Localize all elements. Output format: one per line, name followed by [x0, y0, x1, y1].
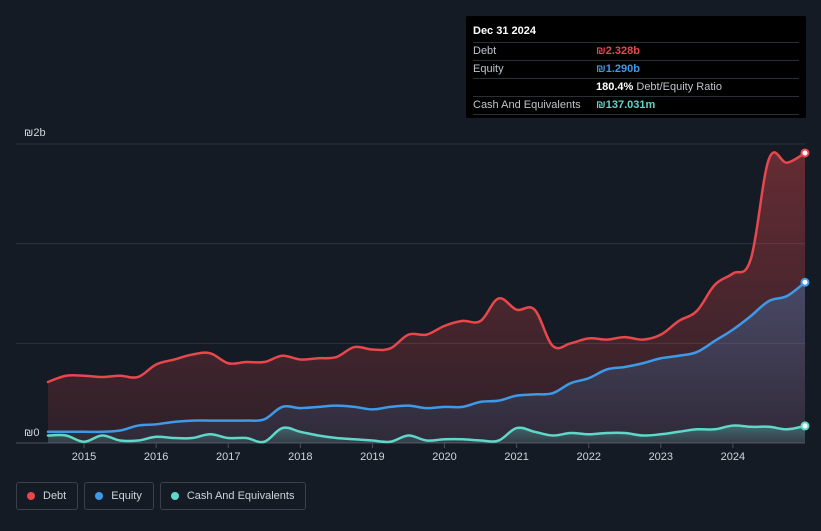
- tooltip-date: Dec 31 2024: [473, 23, 799, 43]
- x-tick-label: 2015: [72, 451, 96, 463]
- x-tick-label: 2020: [432, 451, 456, 463]
- tooltip-panel: Dec 31 2024 Debt ₪2.328b Equity ₪1.290b …: [466, 16, 806, 118]
- y-tick-label: ₪0: [24, 427, 39, 439]
- end-marker-debt[interactable]: [800, 148, 810, 158]
- y-tick-label: ₪2b: [24, 127, 46, 139]
- series-line-equity: [46, 281, 807, 434]
- cash-dot-icon: [170, 492, 179, 500]
- tooltip-value-equity: ₪1.290b: [596, 63, 640, 75]
- legend-item-equity[interactable]: Equity: [84, 482, 154, 510]
- legend-label-debt: Debt: [43, 490, 67, 502]
- tooltip-label-cash: Cash And Equivalents: [473, 99, 581, 111]
- x-tick-label: 2024: [721, 451, 745, 463]
- x-tick-label: 2021: [504, 451, 528, 463]
- debt-dot-icon: [27, 492, 35, 500]
- legend-item-cash[interactable]: Cash And Equivalents: [159, 482, 307, 510]
- x-tick-label: 2017: [216, 451, 240, 463]
- end-marker-cash[interactable]: [800, 421, 810, 431]
- tooltip-row-debt: Debt ₪2.328b: [473, 43, 799, 61]
- ratio-number: 180.4%: [596, 81, 634, 93]
- x-tick-label: 2016: [144, 451, 168, 463]
- x-tick-label: 2019: [360, 451, 384, 463]
- series-line-cash: [46, 424, 807, 444]
- tooltip-value-cash: ₪137.031m: [596, 99, 656, 111]
- x-tick-label: 2018: [288, 451, 312, 463]
- chart-legend: Debt Equity Cash And Equivalents: [16, 482, 307, 510]
- tooltip-ratio-value: 180.4% Debt/Equity Ratio: [596, 79, 722, 95]
- legend-item-debt[interactable]: Debt: [16, 482, 79, 510]
- x-tick-label: 2023: [649, 451, 673, 463]
- tooltip-row-cash: Cash And Equivalents ₪137.031m: [473, 97, 799, 115]
- tooltip-row-equity: Equity ₪1.290b: [473, 61, 799, 79]
- end-marker-equity[interactable]: [800, 277, 810, 287]
- tooltip-label-debt: Debt: [473, 45, 497, 57]
- ratio-caption: Debt/Equity Ratio: [636, 81, 722, 93]
- tooltip-row-ratio: 180.4% Debt/Equity Ratio: [473, 79, 799, 97]
- area-equity: [48, 282, 805, 443]
- series-line-debt: [46, 151, 807, 384]
- tooltip-label-equity: Equity: [473, 63, 504, 75]
- x-tick-label: 2022: [576, 451, 600, 463]
- tooltip-value-debt: ₪2.328b: [596, 45, 640, 57]
- legend-label-cash: Cash And Equivalents: [186, 490, 295, 502]
- legend-label-equity: Equity: [111, 490, 142, 502]
- equity-dot-icon: [95, 492, 104, 500]
